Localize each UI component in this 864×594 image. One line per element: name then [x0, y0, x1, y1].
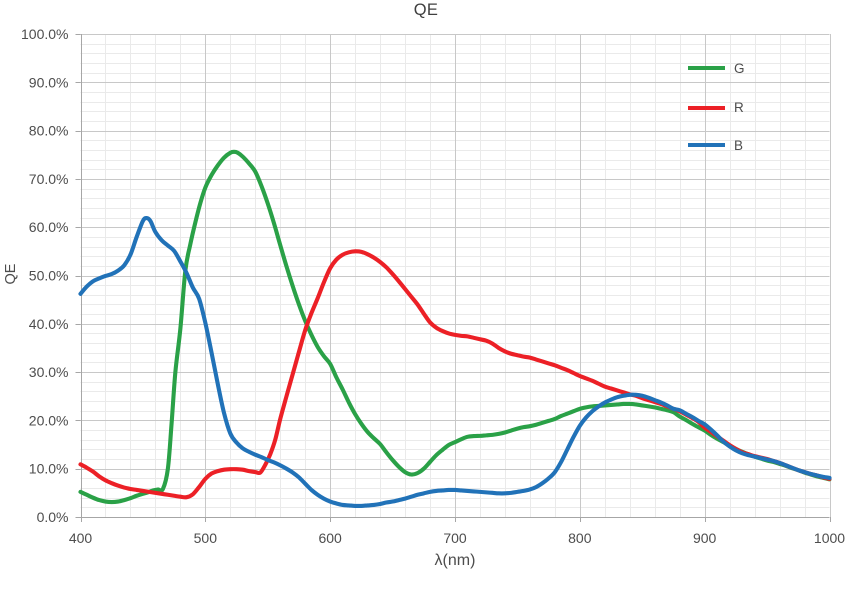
y-tick-label: 20.0%	[29, 412, 69, 428]
y-tick-label: 60.0%	[29, 219, 69, 235]
y-tick-label: 0.0%	[37, 509, 69, 525]
legend-label-r: R	[734, 100, 744, 115]
x-axis-title: λ(nm)	[434, 552, 476, 569]
legend-swatch-r	[688, 105, 725, 110]
x-tick-label: 600	[318, 530, 342, 546]
legend-label-g: G	[734, 60, 745, 76]
legend-item-g: G	[688, 60, 745, 76]
y-tick-label: 10.0%	[29, 461, 69, 477]
x-tick-label: 1000	[814, 530, 845, 546]
x-tick-label: 400	[69, 530, 93, 546]
legend-swatch-g	[688, 66, 725, 70]
series-line-g	[78, 149, 832, 505]
y-tick-label: 30.0%	[29, 364, 69, 380]
chart-title: QE	[413, 1, 439, 19]
y-tick-label: 100.0%	[21, 26, 68, 42]
x-tick-label: 800	[568, 530, 592, 546]
x-tick-label: 700	[443, 530, 467, 546]
series-line-b	[78, 215, 832, 508]
x-tick-label: 500	[194, 530, 218, 546]
y-tick-label: 50.0%	[29, 268, 69, 284]
y-tick-label: 80.0%	[29, 123, 69, 139]
series-line-r	[78, 249, 832, 500]
y-tick-label: 90.0%	[29, 74, 69, 90]
y-tick-label: 40.0%	[29, 316, 69, 332]
legend-item-r: R	[688, 100, 744, 115]
legend-swatch-b	[688, 143, 725, 147]
x-tick-label: 900	[693, 530, 717, 546]
legend-item-b: B	[688, 137, 744, 153]
legend-label-b: B	[734, 137, 744, 153]
y-axis-title: QE	[3, 263, 19, 285]
y-tick-label: 70.0%	[29, 171, 69, 187]
